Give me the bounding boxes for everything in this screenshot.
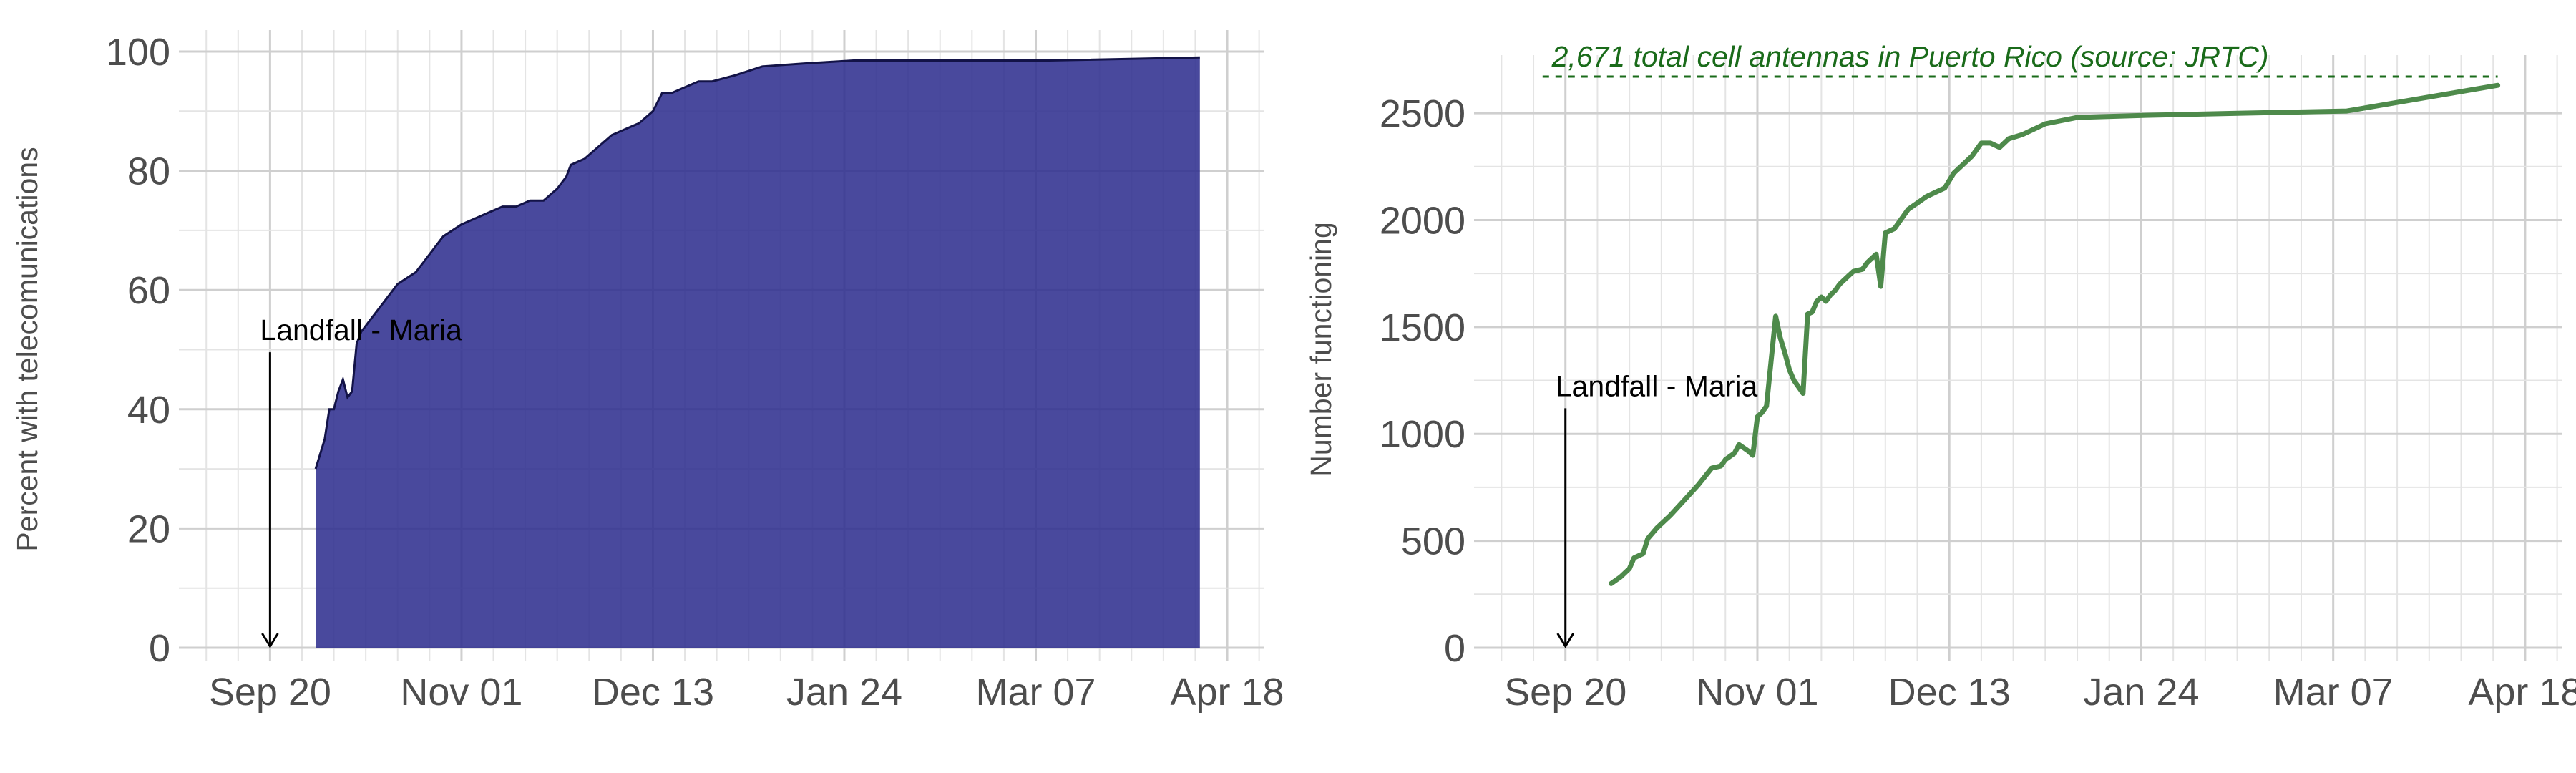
y-tick-label: 500 bbox=[1401, 520, 1465, 563]
x-tick-label: Jan 24 bbox=[786, 671, 902, 714]
percent-area-line bbox=[314, 56, 1200, 470]
x-tick-label: Jan 24 bbox=[2083, 671, 2199, 714]
x-tick-label: Sep 20 bbox=[209, 671, 331, 714]
y-tick-label: 60 bbox=[127, 269, 170, 312]
x-tick-label: Dec 13 bbox=[592, 671, 714, 714]
x-tick-label: Apr 18 bbox=[1170, 671, 1284, 714]
y-axis-title: Number functioning bbox=[1304, 222, 1337, 477]
grid bbox=[1474, 55, 2562, 661]
cell-antennas-line-chart: 2,671 total cell antennas in Puerto Rico… bbox=[1304, 40, 2576, 714]
y-tick-label: 100 bbox=[106, 31, 170, 74]
landfall-arrow-head bbox=[261, 633, 279, 648]
landfall-annotation-label: Landfall - Maria bbox=[260, 313, 462, 346]
y-tick-label: 0 bbox=[149, 627, 170, 670]
x-tick-label: Apr 18 bbox=[2468, 671, 2576, 714]
y-tick-label: 40 bbox=[127, 389, 170, 432]
landfall-arrow-head bbox=[1556, 633, 1575, 648]
y-tick-label: 1500 bbox=[1380, 306, 1465, 349]
x-tick-label: Nov 01 bbox=[400, 671, 522, 714]
telecom-percent-area-chart: Landfall - Maria 0 20 40 60 80 100 Sep 20 Nov 01… bbox=[11, 30, 1284, 714]
x-tick-label: Sep 20 bbox=[1504, 671, 1626, 714]
y-tick-label: 80 bbox=[127, 150, 170, 193]
y-tick-label: 0 bbox=[1444, 627, 1465, 670]
y-tick-label: 2000 bbox=[1380, 199, 1465, 242]
x-tick-label: Dec 13 bbox=[1888, 671, 2011, 714]
x-tick-label: Mar 07 bbox=[975, 671, 1096, 714]
x-tick-label: Nov 01 bbox=[1696, 671, 1818, 714]
landfall-annotation-label: Landfall - Maria bbox=[1556, 369, 1758, 402]
x-tick-label: Mar 07 bbox=[2273, 671, 2394, 714]
reference-line-label: 2,671 total cell antennas in Puerto Rico… bbox=[1551, 40, 2269, 73]
y-tick-label: 1000 bbox=[1380, 413, 1465, 456]
y-tick-label: 20 bbox=[127, 507, 170, 550]
y-tick-label: 2500 bbox=[1380, 92, 1465, 135]
percent-area-fill bbox=[316, 57, 1200, 648]
y-axis-title: Percent with telecomunications bbox=[11, 147, 44, 551]
antennas-series-line bbox=[1609, 82, 2501, 586]
